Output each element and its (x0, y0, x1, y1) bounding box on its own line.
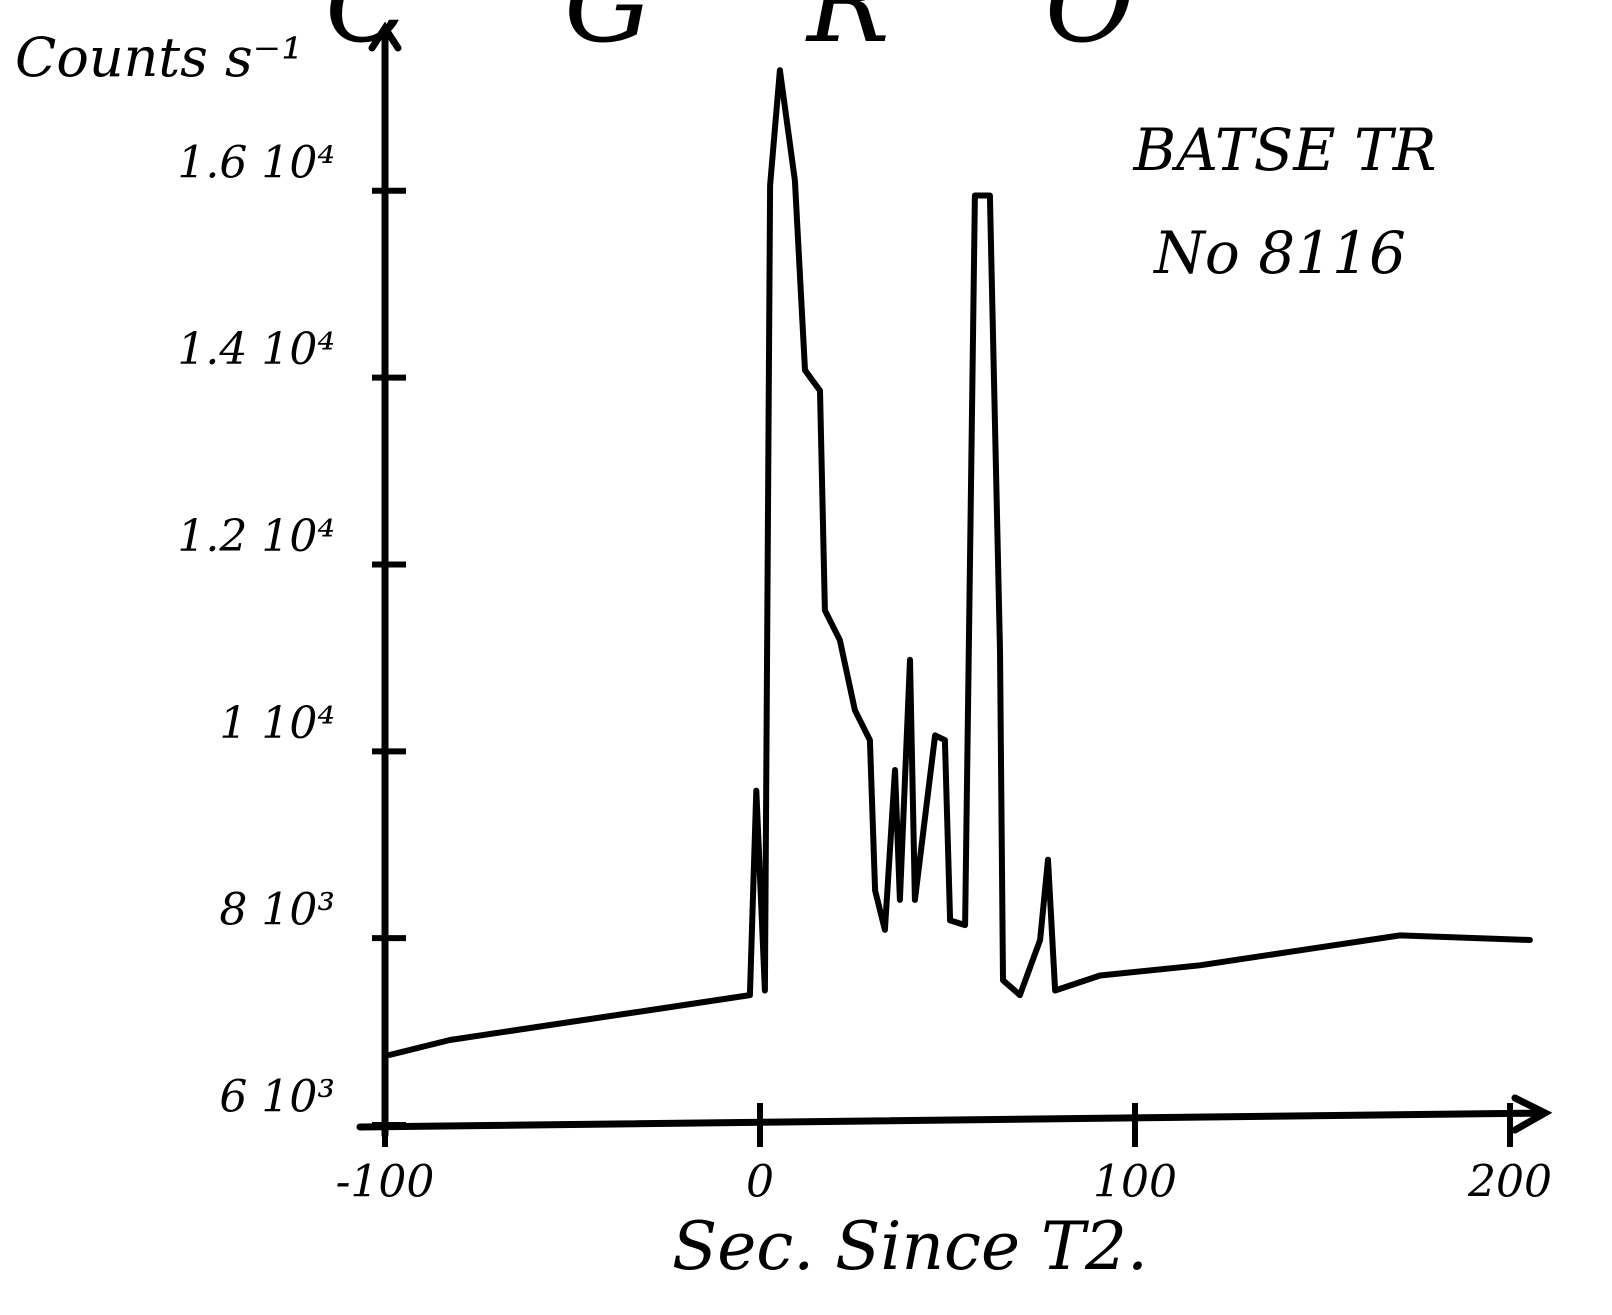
y-axis (368, 21, 402, 1139)
y-tick-label: 6 10³ (219, 1072, 335, 1123)
y-tick-label: 1 10⁴ (219, 698, 335, 749)
data-line (386, 67, 1533, 1058)
annotation: No 8116 (1152, 219, 1406, 287)
x-tick-label: 100 (1093, 1157, 1177, 1208)
x-axis-label: Sec. Since T2. (672, 1208, 1148, 1285)
y-tick-label: 1.6 10⁴ (177, 137, 335, 188)
x-tick-label: -100 (336, 1157, 435, 1208)
chart-title: C G R O (325, 0, 1195, 67)
y-tick-label: 8 10³ (219, 885, 335, 936)
annotation: BATSE TR (1133, 116, 1437, 184)
y-tick-label: 1.2 10⁴ (177, 511, 335, 562)
y-axis-label: Counts s⁻¹ (15, 26, 303, 89)
x-tick-label: 0 (746, 1157, 774, 1208)
x-tick-label: 200 (1467, 1157, 1552, 1208)
x-axis (356, 1094, 1553, 1134)
y-tick-label: 1.4 10⁴ (177, 324, 335, 375)
